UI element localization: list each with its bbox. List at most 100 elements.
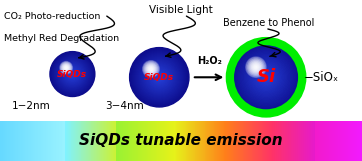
- Ellipse shape: [64, 66, 81, 82]
- Bar: [167, 121, 168, 161]
- Bar: [97, 121, 98, 161]
- Bar: [213, 121, 214, 161]
- Bar: [293, 121, 294, 161]
- Bar: [289, 121, 290, 161]
- Ellipse shape: [245, 57, 287, 98]
- Bar: [330, 121, 331, 161]
- Ellipse shape: [147, 65, 171, 89]
- Bar: [294, 121, 295, 161]
- Ellipse shape: [54, 55, 91, 93]
- Bar: [258, 121, 259, 161]
- Bar: [145, 121, 146, 161]
- Bar: [290, 121, 291, 161]
- Bar: [79, 121, 80, 161]
- Bar: [149, 121, 150, 161]
- Bar: [22, 121, 24, 161]
- Bar: [193, 121, 194, 161]
- Bar: [109, 121, 110, 161]
- Bar: [228, 121, 229, 161]
- Bar: [281, 121, 282, 161]
- Bar: [222, 121, 223, 161]
- Bar: [188, 121, 189, 161]
- Bar: [218, 121, 219, 161]
- Ellipse shape: [50, 52, 95, 96]
- Text: 3−4nm: 3−4nm: [105, 101, 144, 111]
- Bar: [168, 121, 169, 161]
- Bar: [137, 121, 138, 161]
- Ellipse shape: [252, 63, 281, 92]
- Bar: [241, 121, 242, 161]
- Ellipse shape: [256, 68, 276, 87]
- Bar: [108, 121, 109, 161]
- Ellipse shape: [60, 62, 72, 73]
- Ellipse shape: [51, 52, 94, 96]
- Ellipse shape: [143, 62, 175, 93]
- Ellipse shape: [132, 51, 186, 104]
- Bar: [320, 121, 321, 161]
- Text: H₂O₂: H₂O₂: [197, 56, 222, 66]
- Ellipse shape: [253, 64, 279, 90]
- Bar: [161, 121, 162, 161]
- Bar: [27, 121, 28, 161]
- Text: Benzene to Phenol: Benzene to Phenol: [223, 18, 314, 28]
- Bar: [55, 121, 56, 161]
- Bar: [244, 121, 245, 161]
- Bar: [259, 121, 260, 161]
- Bar: [310, 121, 311, 161]
- Ellipse shape: [62, 64, 83, 85]
- Ellipse shape: [62, 63, 71, 72]
- Ellipse shape: [148, 66, 170, 88]
- Ellipse shape: [147, 65, 155, 73]
- Bar: [13, 121, 14, 161]
- Ellipse shape: [232, 43, 300, 111]
- Bar: [31, 121, 32, 161]
- Text: −SiOₓ: −SiOₓ: [304, 71, 339, 84]
- Bar: [299, 121, 300, 161]
- Bar: [197, 121, 198, 161]
- Bar: [77, 121, 78, 161]
- Bar: [24, 121, 25, 161]
- Bar: [233, 121, 235, 161]
- Ellipse shape: [144, 62, 158, 76]
- Bar: [164, 121, 165, 161]
- Bar: [255, 121, 256, 161]
- Ellipse shape: [158, 76, 160, 78]
- Bar: [342, 121, 343, 161]
- Bar: [236, 121, 237, 161]
- Ellipse shape: [249, 61, 262, 73]
- Bar: [121, 121, 122, 161]
- Ellipse shape: [233, 45, 299, 110]
- Bar: [231, 121, 232, 161]
- Bar: [37, 121, 38, 161]
- Bar: [139, 121, 140, 161]
- Ellipse shape: [139, 57, 180, 98]
- Bar: [59, 121, 60, 161]
- Ellipse shape: [251, 62, 261, 72]
- Bar: [46, 121, 47, 161]
- Bar: [232, 121, 233, 161]
- Bar: [2, 121, 3, 161]
- Bar: [257, 121, 258, 161]
- Bar: [162, 121, 163, 161]
- Bar: [101, 121, 102, 161]
- Bar: [155, 121, 156, 161]
- Bar: [200, 121, 201, 161]
- Ellipse shape: [144, 62, 174, 92]
- Bar: [134, 121, 135, 161]
- Bar: [252, 121, 253, 161]
- Bar: [110, 121, 111, 161]
- Bar: [331, 121, 332, 161]
- Ellipse shape: [146, 63, 173, 91]
- Bar: [29, 121, 30, 161]
- Bar: [84, 121, 85, 161]
- Bar: [58, 121, 59, 161]
- Bar: [192, 121, 193, 161]
- Bar: [265, 121, 266, 161]
- Bar: [345, 121, 346, 161]
- Bar: [292, 121, 293, 161]
- Ellipse shape: [63, 65, 81, 83]
- Text: 1−2nm: 1−2nm: [11, 101, 50, 111]
- Ellipse shape: [53, 55, 92, 94]
- Bar: [86, 121, 87, 161]
- Bar: [181, 121, 182, 161]
